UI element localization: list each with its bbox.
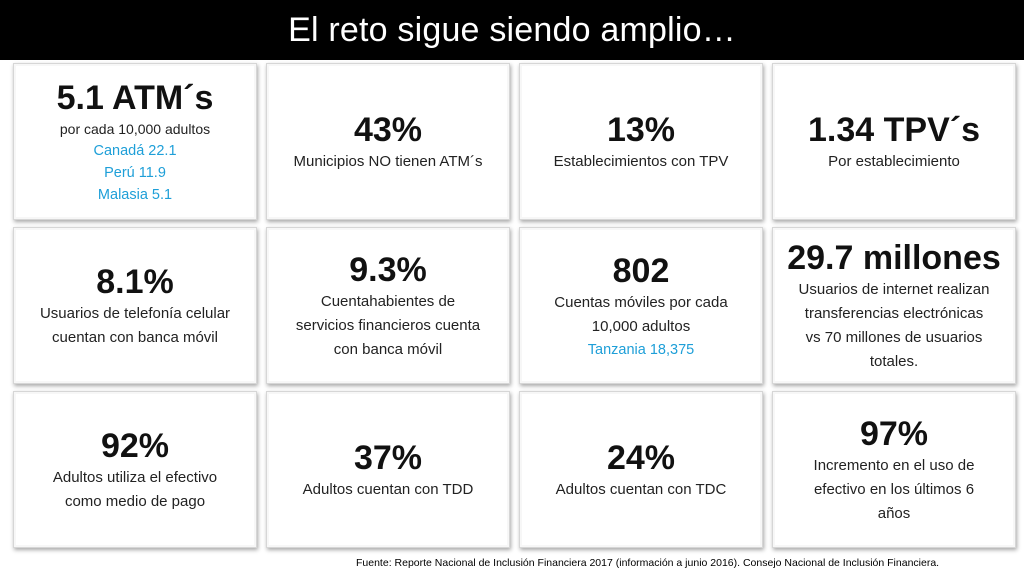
- stat-desc: Incremento en el uso de: [813, 456, 975, 474]
- stat-value: 43%: [353, 110, 423, 149]
- stat-card-telefonia: 8.1% Usuarios de telefonía celular cuent…: [13, 227, 257, 384]
- stat-desc: Por establecimiento: [828, 152, 960, 170]
- stat-desc: efectivo en los últimos 6: [813, 480, 975, 498]
- stat-value: 5.1 ATM´s: [56, 78, 214, 117]
- stat-desc: servicios financieros cuenta: [295, 316, 481, 334]
- stat-desc: Municipios NO tienen ATM´s: [293, 152, 483, 170]
- stat-value: 92%: [100, 426, 170, 465]
- stat-desc: Usuarios de internet realizan: [798, 280, 990, 298]
- stat-value: 24%: [606, 438, 676, 477]
- stat-card-atms: 5.1 ATM´s por cada 10,000 adultos Canadá…: [13, 63, 257, 220]
- stat-value: 97%: [859, 414, 929, 453]
- source-footnote: Fuente: Reporte Nacional de Inclusión Fi…: [356, 557, 940, 569]
- stat-card-incremento-efectivo: 97% Incremento en el uso de efectivo en …: [772, 391, 1016, 548]
- stat-desc: Adultos cuentan con TDC: [555, 480, 727, 498]
- stat-desc: Usuarios de telefonía celular: [39, 304, 231, 322]
- stat-desc: 10,000 adultos: [591, 317, 691, 335]
- stat-desc: como medio de pago: [64, 492, 206, 510]
- stat-highlight: Malasia 5.1: [97, 186, 173, 203]
- stat-desc: años: [877, 504, 911, 522]
- stat-desc: con banca móvil: [333, 340, 443, 358]
- stat-desc: Adultos cuentan con TDD: [302, 480, 474, 498]
- stat-card-internet: 29.7 millones Usuarios de internet reali…: [772, 227, 1016, 384]
- stat-card-tpvs: 1.34 TPV´s Por establecimiento: [772, 63, 1016, 220]
- stat-highlight: Tanzania 18,375: [587, 341, 695, 358]
- stat-value: 8.1%: [96, 262, 174, 301]
- stats-grid: 5.1 ATM´s por cada 10,000 adultos Canadá…: [13, 63, 1016, 548]
- stat-value: 1.34 TPV´s: [808, 110, 980, 149]
- stat-highlight: Perú 11.9: [104, 164, 166, 181]
- stat-value: 37%: [353, 438, 423, 477]
- stat-value: 13%: [606, 110, 676, 149]
- stat-desc: Establecimientos con TPV: [553, 152, 729, 170]
- slide-title: El reto sigue siendo amplio…: [288, 10, 736, 49]
- stat-value: 29.7 millones: [787, 238, 1001, 277]
- stat-card-establecimientos: 13% Establecimientos con TPV: [519, 63, 763, 220]
- stat-card-cuentahabientes: 9.3% Cuentahabientes de servicios financ…: [266, 227, 510, 384]
- stat-card-efectivo: 92% Adultos utiliza el efectivo como med…: [13, 391, 257, 548]
- stat-desc: totales.: [869, 352, 919, 370]
- stat-desc: vs 70 millones de usuarios: [805, 328, 983, 346]
- stat-desc: cuentan con banca móvil: [52, 328, 218, 346]
- stat-card-cuentas-moviles: 802 Cuentas móviles por cada 10,000 adul…: [519, 227, 763, 384]
- stat-desc: Cuentas móviles por cada: [554, 293, 728, 311]
- stat-desc: Cuentahabientes de: [320, 292, 456, 310]
- stat-card-municipios: 43% Municipios NO tienen ATM´s: [266, 63, 510, 220]
- stat-card-tdc: 24% Adultos cuentan con TDC: [519, 391, 763, 548]
- stat-card-tdd: 37% Adultos cuentan con TDD: [266, 391, 510, 548]
- title-bar: El reto sigue siendo amplio…: [0, 0, 1024, 60]
- stat-desc: transferencias electrónicas: [804, 304, 984, 322]
- stat-desc: Adultos utiliza el efectivo: [52, 468, 218, 486]
- stat-desc: por cada 10,000 adultos: [59, 120, 211, 137]
- stat-value: 802: [612, 251, 670, 290]
- stat-value: 9.3%: [349, 250, 427, 289]
- stat-highlight: Canadá 22.1: [93, 142, 177, 159]
